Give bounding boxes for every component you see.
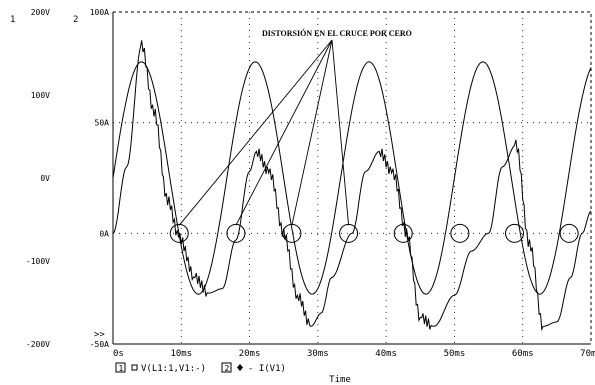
axis-id-right: 2 (73, 15, 78, 25)
annotation-pointer (291, 39, 333, 226)
series-group (112, 40, 592, 332)
series-current-line (112, 40, 592, 332)
x-tick-label: 70ms (580, 349, 595, 359)
right-axis-tick-label: 50A (95, 119, 110, 128)
legend: 1 V(L1:1,V1:-) 2 - I(V1) (115, 362, 286, 374)
legend-id-1: 1 (119, 364, 124, 373)
legend-marker-diamond (237, 364, 243, 371)
legend-series-2: - I(V1) (248, 364, 286, 374)
x-tick-label: 0s (113, 349, 124, 359)
x-tick-label: 50ms (444, 349, 466, 359)
left-axis-tick-label: 0V (40, 174, 50, 183)
x-tick-label: 20ms (239, 349, 261, 359)
zero-crossing-circle (559, 223, 579, 243)
annotation-group (169, 39, 579, 243)
zero-crossing-circle (226, 223, 246, 243)
right-axis-tick-label: 0A (99, 229, 109, 238)
legend-id-2: 2 (225, 364, 230, 373)
series-voltage-line (112, 61, 592, 295)
zero-crossing-circle (339, 223, 359, 243)
x-tick-label: 40ms (375, 349, 397, 359)
zero-crossing-circle (450, 223, 470, 243)
left-axis-tick-label: -200V (26, 340, 50, 349)
left-axis-tick-label: 100V (31, 91, 50, 100)
left-axis-tick-label: -100V (26, 257, 50, 266)
left-axis-tick-label: 200V (31, 8, 50, 17)
zero-crossing-circle (505, 223, 525, 243)
x-tick-label: 60ms (512, 349, 534, 359)
tick-labels: 0s 10ms 20ms 30ms 40ms 50ms 60ms 70ms 100A 50A 0A -… (26, 8, 595, 359)
x-tick-label: 10ms (170, 349, 192, 359)
legend-box-2 (221, 362, 232, 373)
annotation-pointer (331, 39, 350, 226)
overflow-marker: >> (94, 330, 105, 340)
grid (112, 12, 591, 345)
plot-frame (112, 11, 592, 345)
legend-box-1 (115, 362, 126, 373)
right-axis-tick-label: 100A (90, 8, 109, 17)
zero-crossing-circle (393, 223, 413, 243)
right-axis-tick-label: -50A (90, 340, 109, 349)
axis-id-left: 1 (10, 15, 15, 25)
annotation-pointer (178, 39, 333, 226)
zero-crossing-circle (169, 223, 189, 243)
annotation-text: DISTORSIÓN EN EL CRUCE POR CERO (262, 28, 412, 38)
x-tick-label: 30ms (307, 349, 329, 359)
x-axis-label: Time (329, 375, 351, 385)
legend-marker-square (131, 364, 138, 371)
annotation-pointer (235, 39, 333, 226)
legend-series-1: V(L1:1,V1:-) (141, 364, 206, 374)
